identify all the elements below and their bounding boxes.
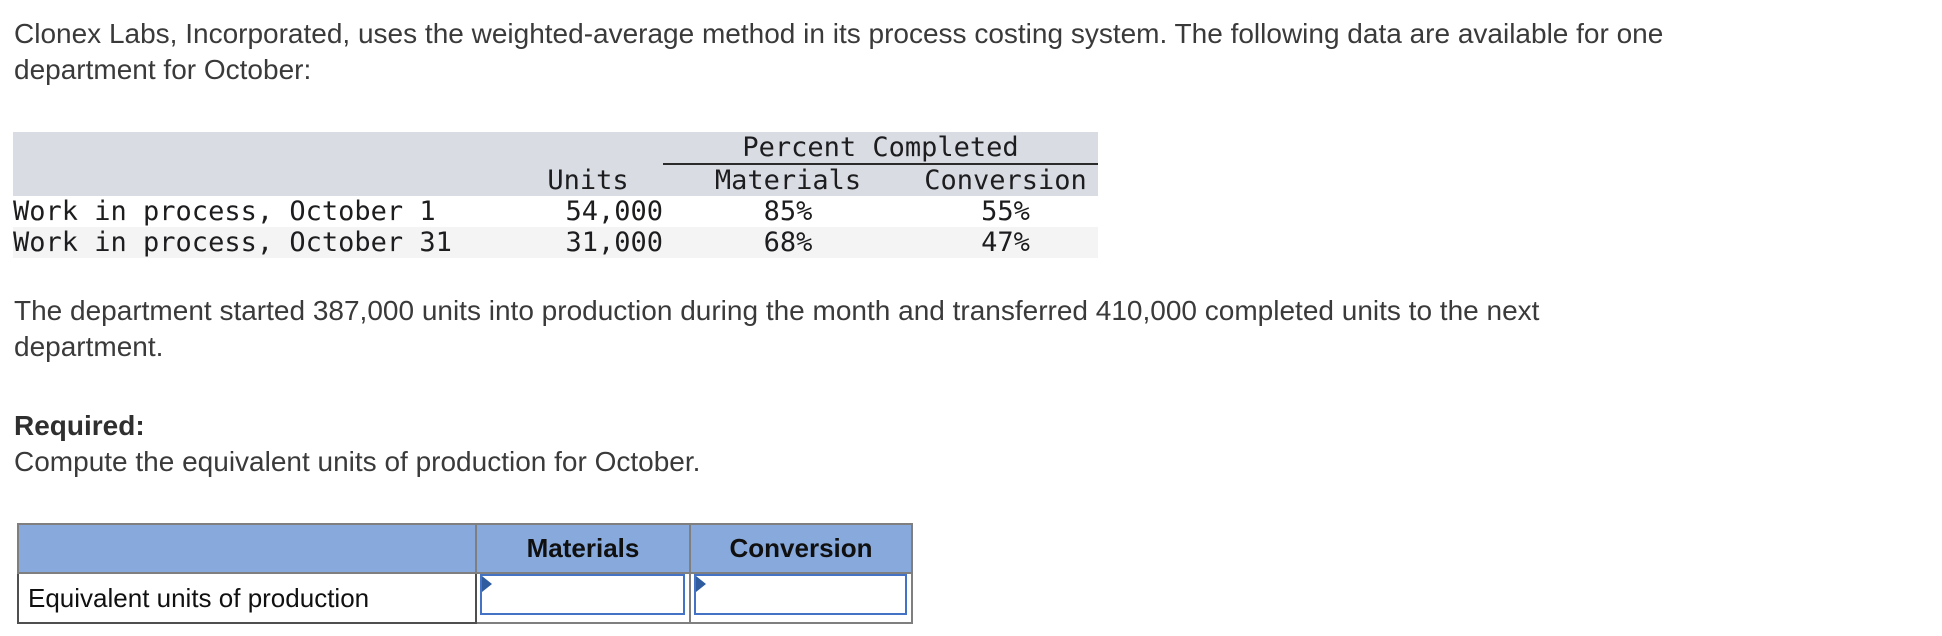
empty-cell xyxy=(513,132,663,164)
required-block: Required: Compute the equivalent units o… xyxy=(14,408,1942,480)
intro-paragraph: Clonex Labs, Incorporated, uses the weig… xyxy=(14,0,1942,88)
materials-answer-input[interactable] xyxy=(480,574,685,615)
answer-table: Materials Conversion Equivalent units of… xyxy=(17,523,913,624)
answer-header-blank xyxy=(17,523,477,574)
table-row: Work in process, October 31 31,000 68% 4… xyxy=(13,227,1098,258)
intro-line-2: department for October: xyxy=(14,54,312,85)
middle-line-2: department. xyxy=(14,331,164,362)
materials-pct: 68% xyxy=(763,227,813,258)
col-header-materials: Materials xyxy=(714,165,862,196)
col-header-units: Units xyxy=(547,164,629,196)
table-row: Work in process, October 1 54,000 85% 55… xyxy=(13,196,1098,227)
percent-completed-header: Percent Completed xyxy=(663,132,1098,165)
units-value: 54,000 xyxy=(565,196,663,227)
answer-row-label: Equivalent units of production xyxy=(17,572,477,624)
answer-header-row: Materials Conversion xyxy=(17,523,913,574)
answer-flag-icon xyxy=(696,576,706,592)
row-label-wip-oct31: Work in process, October 31 xyxy=(13,227,452,258)
intro-line-1: Clonex Labs, Incorporated, uses the weig… xyxy=(14,18,1664,49)
units-value: 31,000 xyxy=(565,227,663,258)
middle-line-1: The department started 387,000 units int… xyxy=(14,295,1540,326)
col-header-conversion: Conversion xyxy=(924,165,1087,196)
answer-header-materials: Materials xyxy=(475,523,691,574)
answer-flag-icon xyxy=(482,576,492,592)
conversion-pct: 47% xyxy=(981,227,1030,258)
empty-cell xyxy=(13,164,513,196)
wip-group-header-row: Percent Completed xyxy=(13,132,1098,165)
conversion-answer-cell xyxy=(689,572,913,624)
empty-cell xyxy=(13,132,513,164)
table-row: Equivalent units of production xyxy=(17,572,913,624)
required-instruction: Compute the equivalent units of producti… xyxy=(14,446,701,477)
required-heading: Required: xyxy=(14,410,145,441)
conversion-pct: 55% xyxy=(981,196,1030,227)
middle-paragraph: The department started 387,000 units int… xyxy=(14,293,1942,365)
row-label-wip-oct1: Work in process, October 1 xyxy=(13,196,436,227)
materials-answer-cell xyxy=(475,572,691,624)
wip-column-header-row: Units Materials Conversion xyxy=(13,164,1098,196)
answer-header-conversion: Conversion xyxy=(689,523,913,574)
wip-data-table: Percent Completed Units Materials Conver… xyxy=(13,132,1098,258)
materials-pct: 85% xyxy=(763,196,813,227)
conversion-answer-input[interactable] xyxy=(694,574,907,615)
